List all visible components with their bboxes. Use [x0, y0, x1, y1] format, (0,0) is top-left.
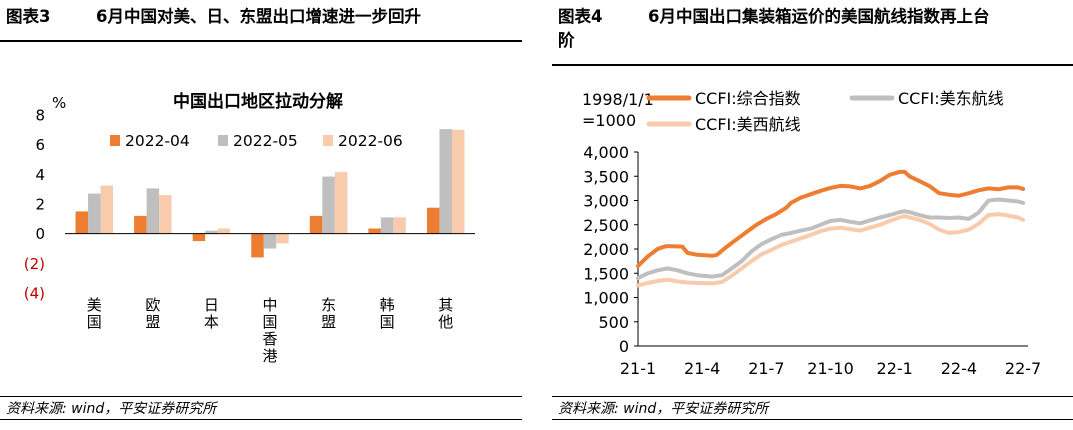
- legend-swatch: [323, 135, 333, 146]
- axis-note-line2: =1000: [582, 111, 636, 130]
- x-tick-label: 21-10: [807, 359, 854, 378]
- category-label: 国: [87, 313, 102, 331]
- category-label: 其: [438, 296, 453, 314]
- series-line: [636, 197, 1026, 281]
- category-label: 中: [262, 296, 277, 314]
- right-footer-rule-2: [552, 419, 1073, 420]
- legend-label: CCFI:综合指数: [695, 89, 801, 108]
- y-tick-label: 3,000: [583, 192, 629, 211]
- bar: [380, 217, 394, 234]
- legend-label: 2022-06: [338, 132, 403, 150]
- bar: [75, 211, 89, 234]
- category-label: 美: [87, 296, 102, 314]
- y-tick-label: 4,000: [583, 143, 629, 162]
- y-tick-label: 1,500: [583, 264, 629, 283]
- legend-label: CCFI:美西航线: [695, 115, 801, 134]
- left-footer-rule-2: [0, 419, 522, 420]
- category-label: 香: [262, 330, 277, 348]
- y-tick-label: 0: [35, 225, 45, 243]
- x-tick-label: 21-1: [620, 359, 656, 378]
- bar: [146, 188, 160, 234]
- x-tick-label: 22-7: [1005, 359, 1041, 378]
- chart-title: 中国出口地区拉动分解: [173, 91, 343, 112]
- category-label: 他: [438, 313, 453, 331]
- y-tick-label: (2): [24, 255, 45, 273]
- right-source-note: 资料来源: wind，平安证券研究所: [558, 401, 769, 417]
- right-figure-title-line1: 6月中国出口集装箱运价的美国航线指数再上台: [648, 7, 990, 26]
- series-line: [636, 169, 1026, 268]
- right-figure-number: 图表4: [558, 7, 603, 26]
- category-label: 国: [262, 313, 277, 331]
- left-panel: 图表3 6月中国对美、日、东盟出口增速进一步回升 中国出口地区拉动分解% 8 6 4 2…: [0, 0, 522, 430]
- left-source-note: 资料来源: wind，平安证券研究所: [6, 401, 217, 417]
- y-tick-label: 4: [35, 166, 45, 184]
- left-figure-number: 图表3: [6, 7, 51, 26]
- y-tick-label: 3,500: [583, 167, 629, 186]
- bar: [263, 233, 277, 249]
- right-line-chart: 4,000 3,500 3,000 2,500 2,000 1,500 1,000 500 0 2…: [582, 89, 1041, 378]
- y-tick-label: 1,000: [583, 289, 629, 308]
- y-tick-label: 8: [35, 107, 45, 125]
- x-tick-label: 21-7: [748, 359, 784, 378]
- y-tick-label: 2,000: [583, 240, 629, 259]
- left-header-rule: [0, 40, 522, 42]
- bar: [205, 230, 218, 234]
- bar: [451, 129, 465, 234]
- y-tick-label: 500: [598, 313, 629, 332]
- category-label: 国: [380, 313, 395, 331]
- bar: [322, 176, 335, 234]
- legend-label: 2022-04: [125, 132, 190, 150]
- y-tick-label: 2,500: [583, 216, 629, 235]
- category-label: 港: [262, 347, 277, 365]
- axis-note-line1: 1998/1/1: [582, 90, 654, 109]
- bar: [100, 185, 114, 234]
- x-tick-label: 21-4: [684, 359, 720, 378]
- category-label: 欧: [145, 296, 160, 314]
- left-figure-title: 6月中国对美、日、东盟出口增速进一步回升: [96, 7, 421, 26]
- bar: [334, 172, 348, 234]
- legend-label: 2022-05: [233, 132, 298, 150]
- category-label: 盟: [321, 313, 336, 331]
- series-line: [636, 212, 1026, 288]
- y-tick-label: (4): [24, 285, 45, 303]
- right-footer-rule: [552, 396, 1073, 397]
- right-panel: 图表4 6月中国出口集装箱运价的美国航线指数再上台 阶 4,000 3,500 3,…: [552, 0, 1073, 430]
- legend-swatch: [110, 135, 120, 146]
- legend-swatch: [218, 135, 228, 146]
- right-header-rule: [552, 64, 1073, 66]
- bar: [309, 215, 323, 234]
- x-tick-label: 22-1: [877, 359, 913, 378]
- bar: [159, 195, 172, 234]
- category-label: 韩: [380, 296, 395, 314]
- right-figure-title-line2: 阶: [558, 31, 575, 50]
- left-footer-rule: [0, 396, 522, 397]
- bar: [217, 228, 231, 234]
- y-tick-label: 0: [619, 337, 629, 356]
- category-label: 本: [204, 313, 219, 331]
- y-unit-label: %: [52, 94, 66, 112]
- category-label: 日: [204, 296, 219, 314]
- legend-label: CCFI:美东航线: [898, 89, 1004, 108]
- y-tick-label: 2: [35, 196, 45, 214]
- category-label: 盟: [145, 313, 160, 331]
- y-tick-label: 6: [35, 136, 45, 154]
- bar: [88, 193, 101, 234]
- x-tick-label: 22-4: [941, 359, 977, 378]
- left-bar-chart: 中国出口地区拉动分解% 8 6 4 2 0 (2) (4) 2022-04 2022-05 2022…: [24, 91, 475, 365]
- bar: [426, 207, 440, 234]
- bar: [134, 215, 147, 234]
- bar: [251, 233, 264, 258]
- bar: [439, 129, 452, 234]
- bar: [192, 233, 206, 242]
- bar: [393, 217, 406, 234]
- category-label: 东: [321, 296, 336, 314]
- bar: [368, 228, 381, 234]
- bar: [276, 233, 289, 244]
